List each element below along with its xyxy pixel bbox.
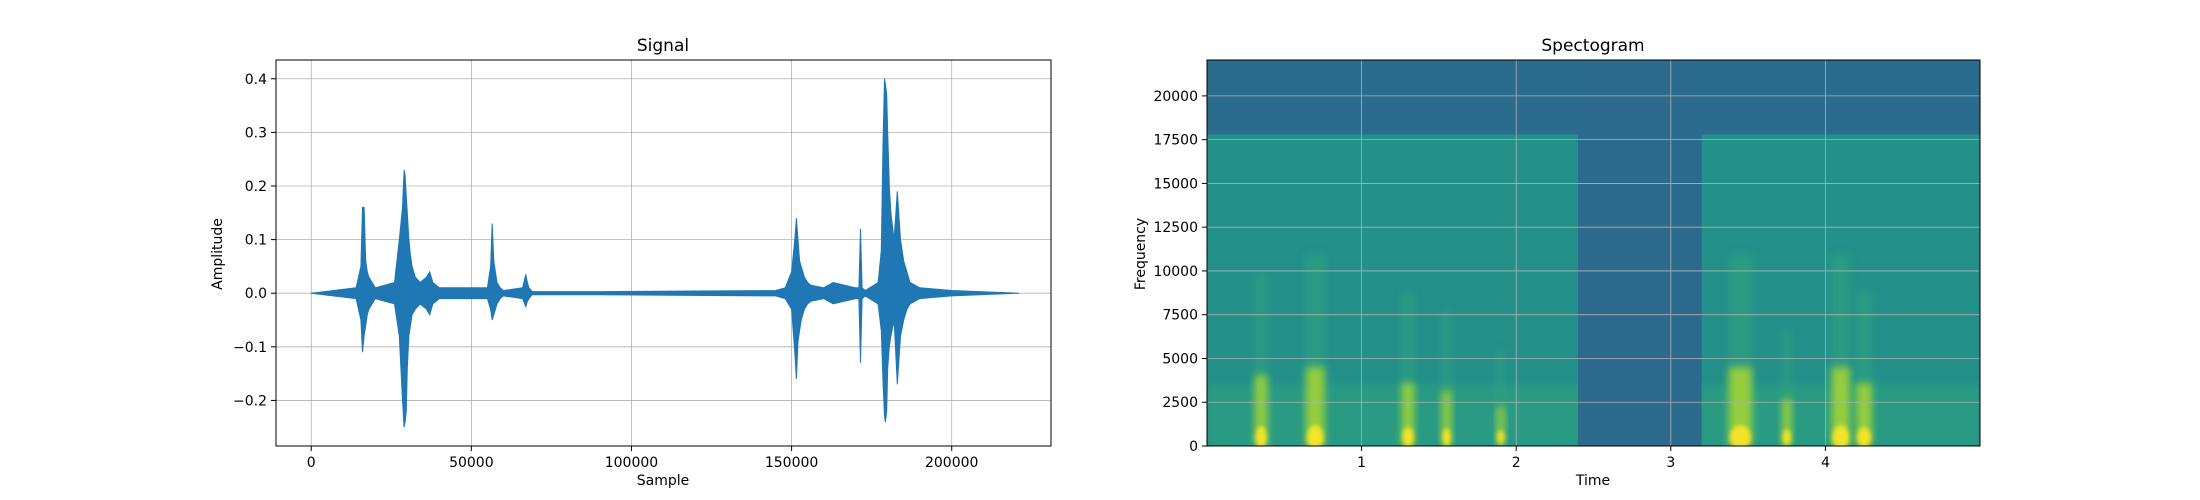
- spectrogram-burst-hot: [1782, 398, 1792, 446]
- signal-chart: Signal Sample Amplitude 0 50000 100000 1500…: [210, 36, 1052, 489]
- spectrogram-quiet-interval: [1578, 60, 1702, 446]
- signal-xlabel: Sample: [637, 473, 690, 489]
- spectrogram-burst: [1441, 311, 1452, 446]
- spectrogram-image: [1207, 60, 1980, 446]
- spectrogram-burst-peak: [1402, 427, 1414, 446]
- spectrogram-ylabel: Frequency: [1133, 218, 1149, 290]
- spectrogram-xtick-label: 4: [1821, 455, 1830, 471]
- spectrogram-ytick-label: 5000: [1162, 351, 1198, 367]
- spectrogram-ytick-label: 20000: [1153, 89, 1198, 105]
- signal-xtick-label: 50000: [449, 455, 494, 471]
- spectrogram-ytick-label: 10000: [1153, 264, 1198, 280]
- spectrogram-xlabel: Time: [1575, 473, 1610, 489]
- signal-ytick-label: 0.4: [245, 72, 267, 88]
- spectrogram-burst-hot: [1496, 406, 1505, 446]
- spectrogram-burst-peak: [1306, 425, 1324, 446]
- spectrogram-burst-hot: [1305, 367, 1325, 446]
- signal-ytick-label: 0.2: [245, 179, 267, 195]
- signal-xtick-label: 150000: [765, 455, 818, 471]
- signal-ylabel: Amplitude: [210, 218, 226, 290]
- spectrogram-burst-peak: [1782, 429, 1791, 446]
- spectrogram-chart: Spectogram Time Frequency 1 2 3 4 0 2500 5000 7…: [1133, 36, 1981, 489]
- spectrogram-ytick-label: 15000: [1153, 176, 1198, 192]
- signal-grid: [276, 60, 1051, 446]
- spectrogram-burst: [1496, 349, 1505, 446]
- signal-ticks: 0 50000 100000 150000 200000 −0.2 −0.1 0.0 0.1 0.…: [233, 72, 978, 471]
- spectrogram-xtick-label: 3: [1666, 455, 1675, 471]
- spectrogram-burst-hot: [1441, 390, 1452, 446]
- signal-ytick-label: 0.1: [245, 233, 267, 249]
- spectrogram-burst-peak: [1497, 430, 1505, 445]
- spectrogram-ticks: 1 2 3 4 0 2500 5000 7500 10000 12500 15000 17500 200…: [1153, 89, 1829, 471]
- signal-waveform: [311, 78, 1020, 428]
- spectrogram-ytick-label: 17500: [1153, 133, 1198, 149]
- spectrogram-ytick-label: 7500: [1162, 308, 1198, 324]
- signal-ytick-label: −0.1: [233, 340, 267, 356]
- spectrogram-burst-hot: [1831, 367, 1851, 446]
- spectrogram-axes-frame: [1206, 59, 1981, 447]
- signal-title: Signal: [637, 36, 689, 56]
- signal-ytick-label: −0.2: [233, 393, 267, 409]
- spectrogram-ytick-label: 12500: [1153, 220, 1198, 236]
- spectrogram-xtick-label: 1: [1357, 455, 1366, 471]
- spectrogram-ytick-label: 2500: [1162, 395, 1198, 411]
- spectrogram-burst-peak: [1857, 427, 1872, 446]
- spectrogram-burst: [1782, 330, 1792, 446]
- spectrogram-burst-hot: [1728, 367, 1752, 446]
- signal-ytick-label: 0.0: [245, 286, 267, 302]
- spectrogram-burst-peak: [1255, 426, 1267, 446]
- spectrogram-ytick-label: 0: [1189, 439, 1198, 455]
- spectrogram-burst-peak: [1729, 425, 1751, 446]
- signal-axes-frame: [275, 59, 1052, 447]
- spectrogram-burst-peak: [1442, 428, 1451, 446]
- spectrogram-title: Spectogram: [1541, 36, 1644, 56]
- spectrogram-xtick-label: 2: [1512, 455, 1521, 471]
- spectrogram-burst-peak: [1832, 425, 1850, 446]
- signal-xtick-label: 100000: [605, 455, 658, 471]
- signal-ytick-label: 0.3: [245, 125, 267, 141]
- signal-xtick-label: 0: [307, 455, 316, 471]
- signal-xtick-label: 200000: [925, 455, 978, 471]
